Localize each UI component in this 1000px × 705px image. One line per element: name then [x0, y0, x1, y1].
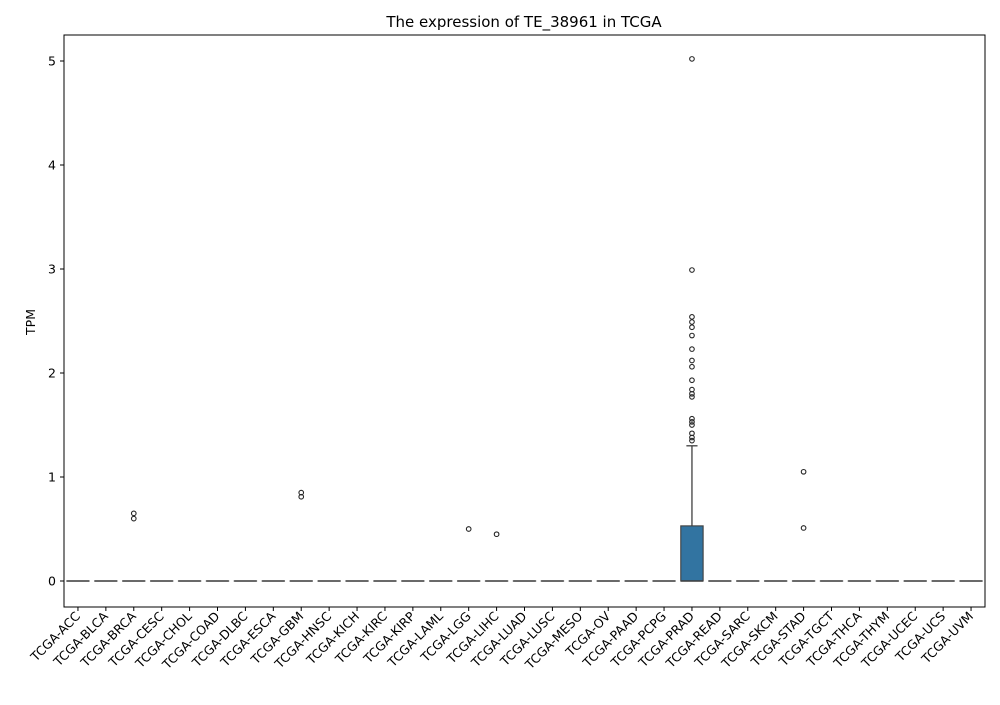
box-group-tcga-lihc: [485, 532, 507, 581]
outlier-point: [690, 423, 695, 428]
plot-area: 012345TCGA-ACCTCGA-BLCATCGA-BRCATCGA-CES…: [27, 35, 985, 673]
chart-title: The expression of TE_38961 in TCGA: [385, 13, 662, 32]
outlier-point: [690, 438, 695, 443]
outlier-point: [466, 527, 471, 532]
y-tick-label: 3: [48, 262, 56, 277]
plot-frame: [64, 35, 985, 607]
box-group-tcga-gbm: [290, 490, 312, 581]
box-group-tcga-brca: [123, 511, 145, 581]
box-group-tcga-lgg: [458, 527, 480, 581]
outlier-point: [690, 333, 695, 338]
outlier-point: [690, 358, 695, 363]
y-tick-label: 2: [48, 366, 56, 381]
outlier-point: [690, 378, 695, 383]
outlier-point: [494, 532, 499, 537]
box-group-tcga-stad: [792, 470, 814, 582]
outlier-point: [690, 315, 695, 320]
outlier-point: [801, 526, 806, 531]
outlier-point: [131, 516, 136, 521]
outlier-point: [690, 347, 695, 352]
outlier-point: [690, 395, 695, 400]
y-tick-label: 5: [48, 54, 56, 69]
outlier-point: [690, 268, 695, 273]
outlier-point: [690, 320, 695, 325]
y-axis-label: TPM: [23, 309, 38, 336]
outlier-point: [690, 364, 695, 369]
outlier-point: [690, 325, 695, 330]
outlier-point: [801, 470, 806, 475]
box-body: [681, 526, 703, 581]
box-group-tcga-prad: [681, 57, 703, 581]
y-tick-label: 0: [48, 574, 56, 589]
y-tick-label: 1: [48, 470, 56, 485]
y-tick-label: 4: [48, 158, 56, 173]
outlier-point: [690, 57, 695, 62]
outlier-point: [131, 511, 136, 516]
